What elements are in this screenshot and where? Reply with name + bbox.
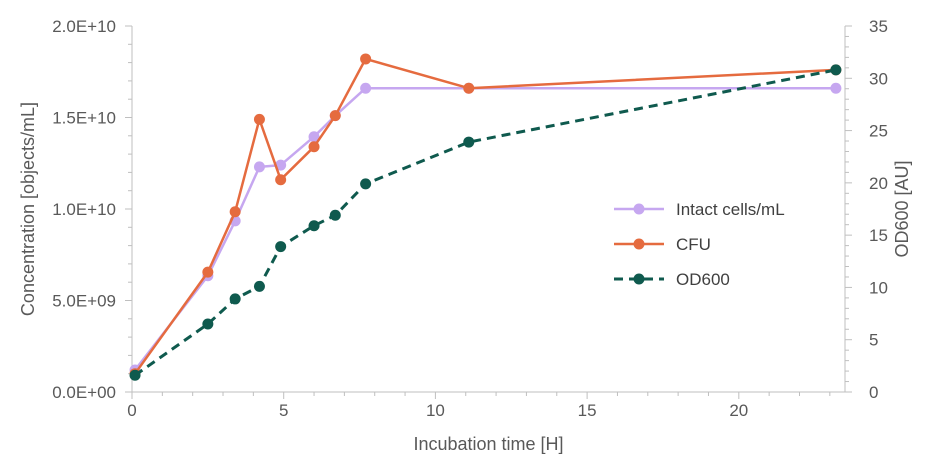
legend-label: OD600 [676, 270, 730, 289]
series-layer [129, 53, 842, 381]
y-right-tick-label: 15 [869, 226, 888, 245]
data-point [308, 141, 320, 153]
y-right-tick-label: 25 [869, 122, 888, 141]
series-line [134, 86, 836, 371]
data-point [229, 206, 241, 218]
y-left-tick-label: 1.5E+10 [52, 109, 116, 128]
series-line [133, 57, 836, 375]
data-point [830, 64, 842, 76]
legend-item: CFU [614, 235, 711, 254]
y-right-tick-label: 30 [869, 69, 888, 88]
y-right-tick-label: 5 [869, 331, 878, 350]
y-right-tick-label: 0 [869, 383, 878, 402]
legend: Intact cells/mL CFU OD600 [614, 200, 785, 289]
y-right-tick-label: 10 [869, 278, 888, 297]
x-tick-label: 15 [578, 401, 597, 420]
legend-swatch-marker [633, 273, 645, 285]
y-right-tick-label: 20 [869, 174, 888, 193]
data-point [275, 241, 287, 253]
data-point [360, 53, 372, 65]
data-point [329, 209, 341, 221]
data-point [275, 159, 287, 171]
data-point [253, 113, 265, 125]
data-point [129, 369, 141, 381]
series-od600 [129, 64, 842, 381]
y-axis-left-title: Concentration [objects/mL] [18, 102, 38, 316]
legend-item: Intact cells/mL [614, 200, 785, 219]
x-tick-label: 5 [279, 401, 288, 420]
data-point [830, 82, 842, 94]
data-point [229, 293, 241, 305]
x-axis-title: Incubation time [H] [413, 434, 563, 454]
x-tick-label: 10 [426, 401, 445, 420]
data-point [275, 174, 287, 186]
data-point [360, 178, 372, 190]
x-tick-label: 0 [127, 401, 136, 420]
y-left-tick-label: 5.0E+09 [52, 292, 116, 311]
y-axis-right-title: OD600 [AU] [892, 160, 912, 257]
data-point [463, 82, 475, 94]
series-line [134, 68, 837, 377]
data-point [463, 136, 475, 148]
data-point [308, 131, 320, 143]
y-right-tick-label: 35 [869, 17, 888, 36]
legend-swatch-marker [633, 203, 645, 215]
data-point [253, 161, 265, 173]
data-point [360, 82, 372, 94]
legend-label: CFU [676, 235, 711, 254]
data-point [253, 280, 265, 292]
legend-item: OD600 [614, 270, 730, 289]
data-point [329, 110, 341, 122]
data-point [202, 318, 214, 330]
series-intact-cells-ml [129, 82, 842, 376]
y-left-tick-label: 0.0E+00 [52, 383, 116, 402]
data-point [202, 266, 214, 278]
legend-label: Intact cells/mL [676, 200, 785, 219]
y-left-tick-label: 1.0E+10 [52, 200, 116, 219]
ticks: 0 5 10 15 20 0.0E+00 5.0E+09 1.0E+10 1.5E+10 2.0E… [52, 17, 888, 420]
legend-swatch-marker [633, 238, 645, 250]
data-point [308, 220, 320, 232]
y-left-tick-label: 2.0E+10 [52, 17, 116, 36]
x-tick-label: 20 [729, 401, 748, 420]
